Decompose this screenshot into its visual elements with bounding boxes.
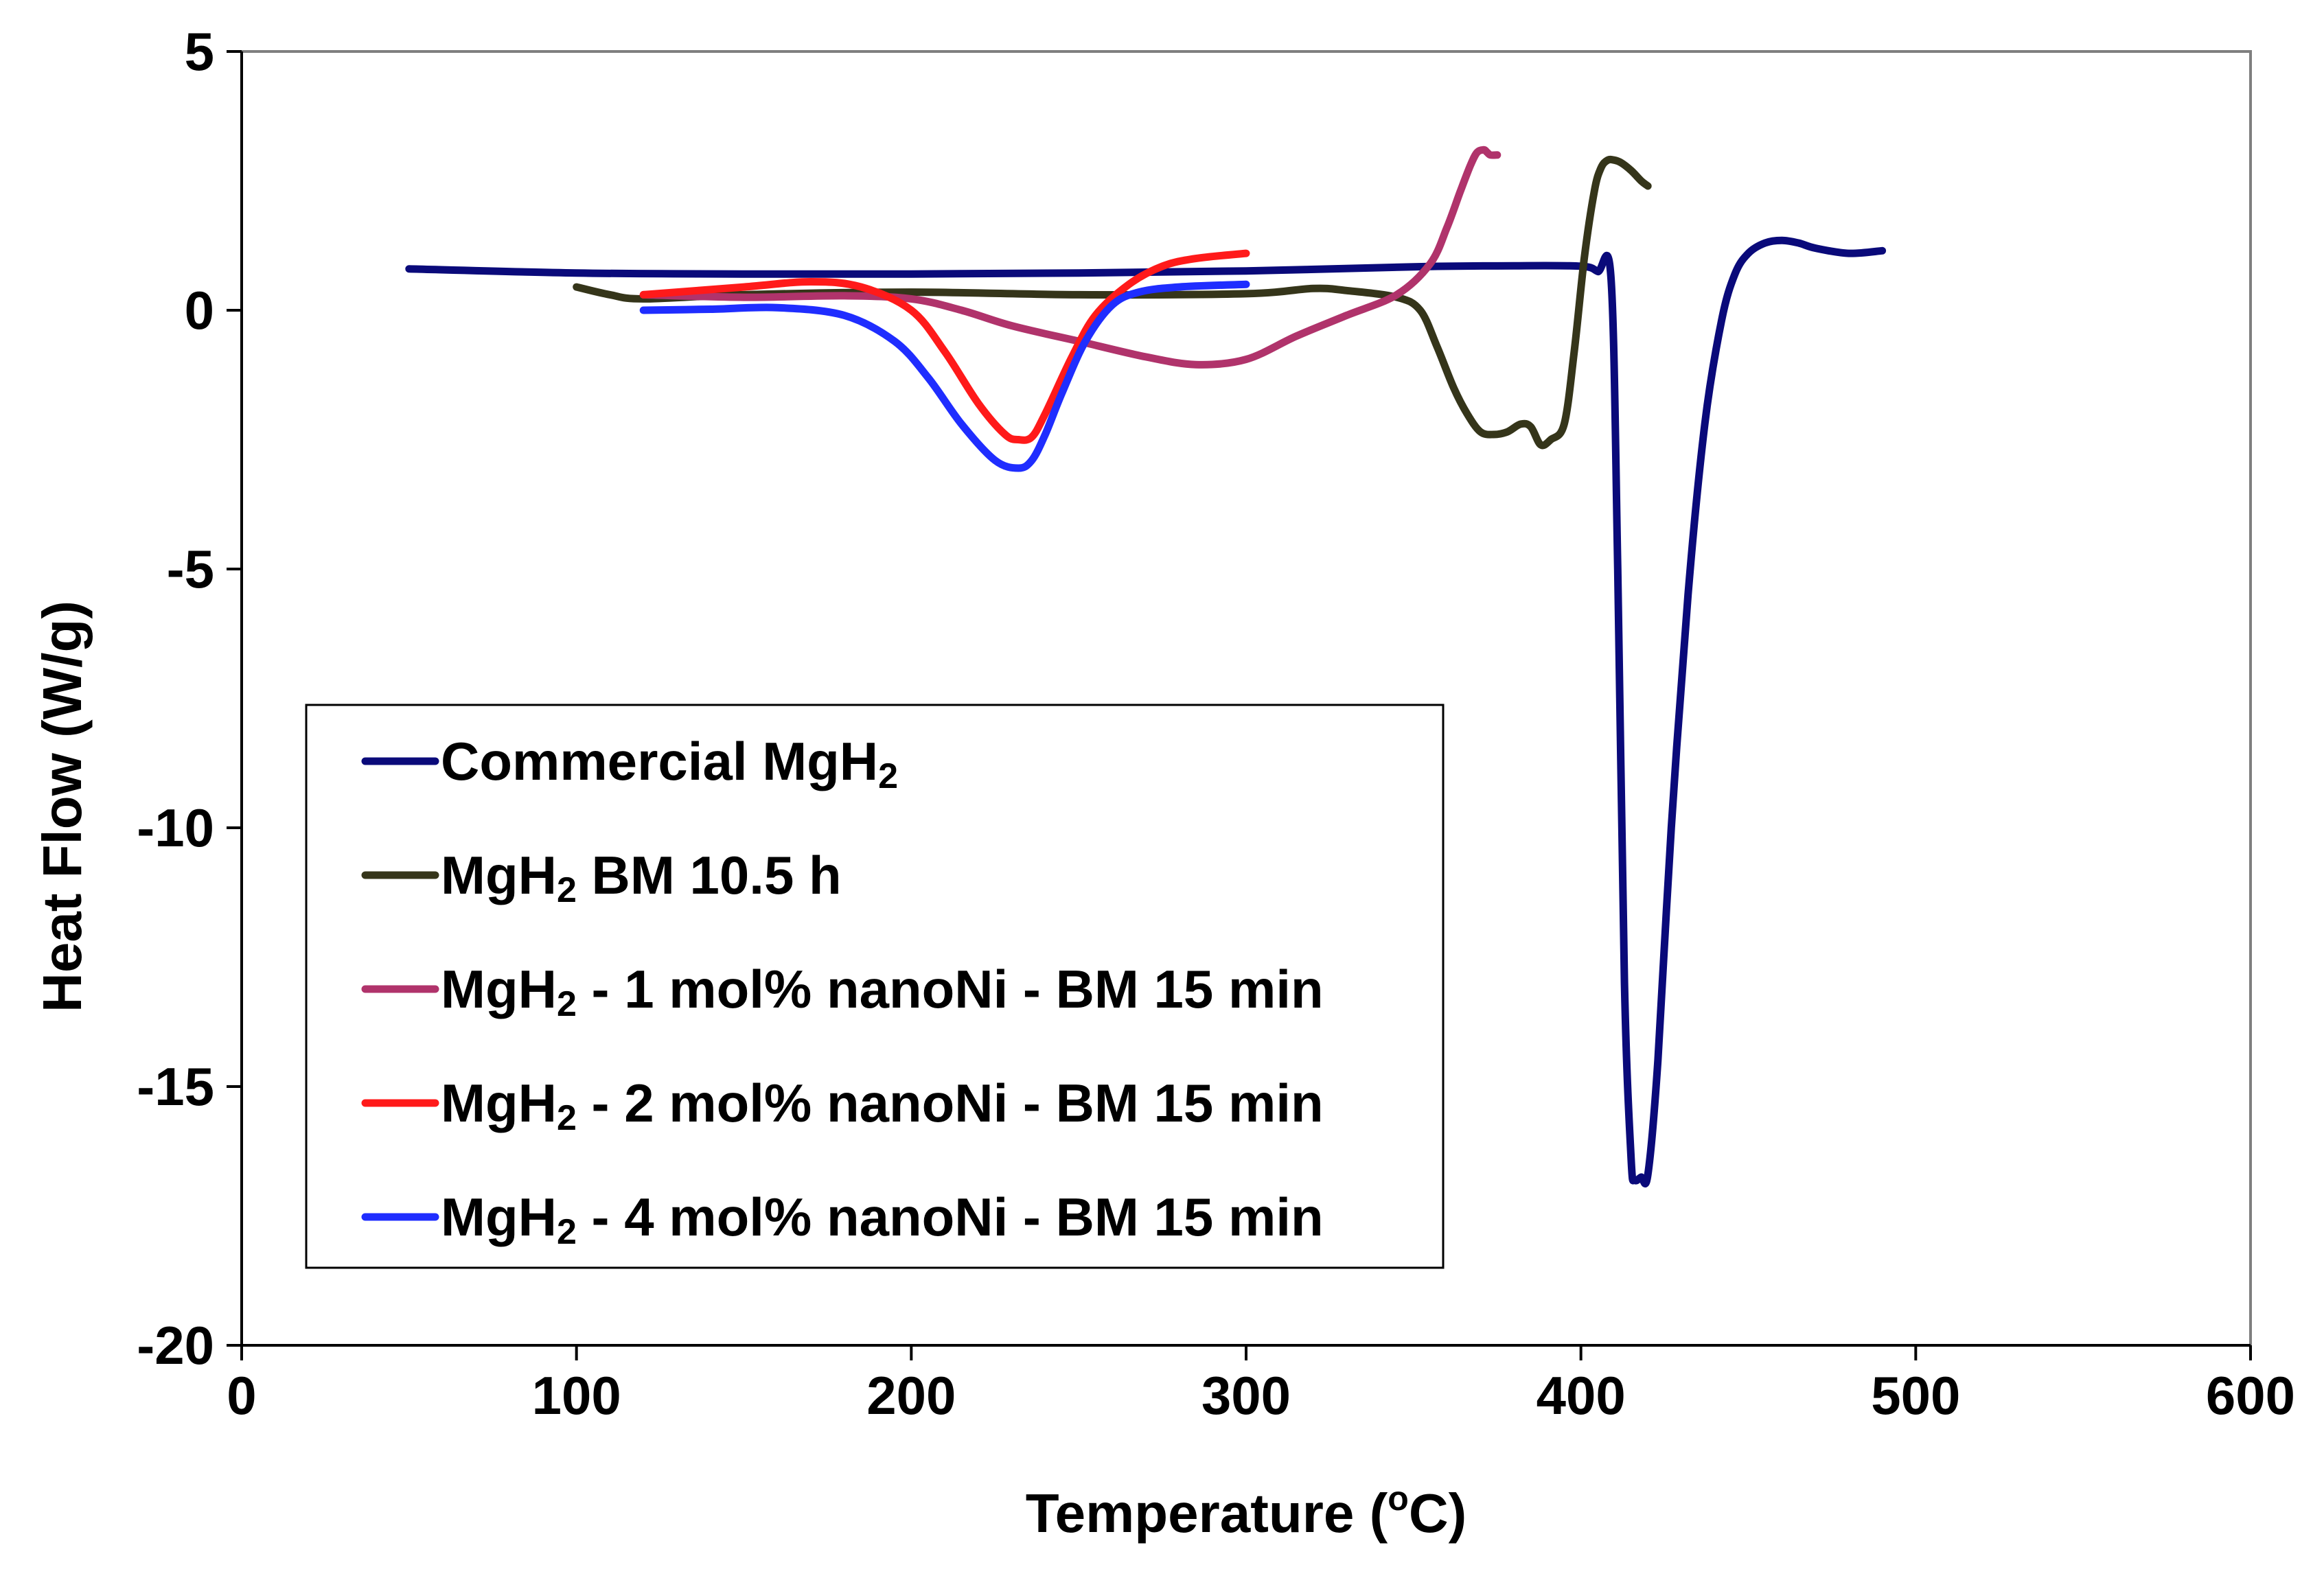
series-line-2	[573, 155, 1652, 450]
legend-label-3: MgH2 - 1 mol% nanoNi - BM 15 min	[441, 959, 1324, 1024]
series-line-3	[639, 146, 1502, 369]
legend-items: Commercial MgH2 MgH2 BM 10.5 h MgH2 - 1 mo…	[361, 731, 1324, 1252]
legend-label-2: MgH2 BM 10.5 h	[441, 845, 842, 910]
x-tick-label: 200	[866, 1365, 956, 1426]
legend-label-4: MgH2 - 2 mol% nanoNi - BM 15 min	[441, 1073, 1324, 1138]
y-tick-label: -15	[137, 1056, 214, 1117]
y-axis-title: Heat Flow (W/g)	[32, 601, 93, 1012]
y-tick-label: 5	[185, 21, 214, 82]
legend-label-1: Commercial MgH2	[441, 731, 898, 796]
legend: Commercial MgH2 MgH2 BM 10.5 h MgH2 - 1 mo…	[305, 704, 1445, 1269]
x-axis-title: Temperature (oC)	[1026, 1479, 1467, 1544]
x-tick-label: 500	[1871, 1365, 1960, 1426]
y-tick-label: -10	[137, 798, 214, 858]
legend-box	[305, 704, 1445, 1269]
x-tick-label: 600	[2206, 1365, 2295, 1426]
series-line-1	[405, 236, 1887, 1187]
x-tick-label: 400	[1537, 1365, 1626, 1426]
series-line-4	[639, 249, 1250, 444]
legend-label-5: MgH2 - 4 mol% nanoNi - BM 15 min	[441, 1187, 1324, 1252]
y-tick-label: 0	[185, 280, 214, 340]
x-tick-label: 100	[532, 1365, 621, 1426]
x-tick-label: 300	[1201, 1365, 1291, 1426]
y-tick-label: -5	[167, 539, 214, 599]
y-tick-label: -20	[137, 1315, 214, 1376]
x-tick-label: 0	[227, 1365, 256, 1426]
series-group	[405, 146, 1887, 1187]
axes: 50-5-10-15-200 100 200 300 400 500 600	[137, 21, 2295, 1426]
series-line-5	[639, 280, 1250, 472]
